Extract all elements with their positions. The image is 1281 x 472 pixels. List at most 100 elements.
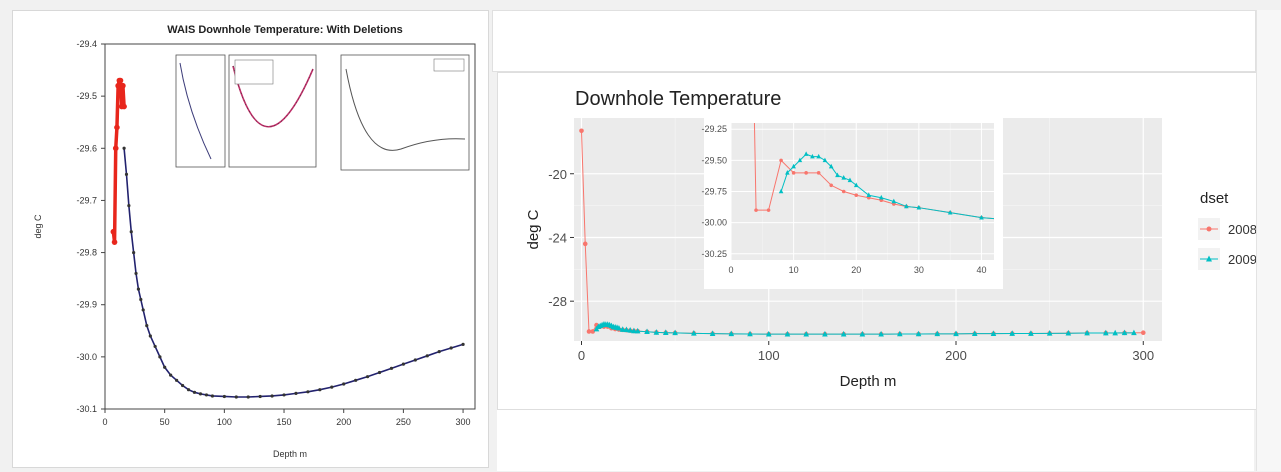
series-point-2009 (1112, 329, 1118, 336)
chart-title: Downhole Temperature (575, 88, 781, 110)
right-chart-panel: Downhole Temperature 0 100 200 300 -20 -24 -28 D… (497, 72, 1281, 410)
y-tick-label: -30.0 (76, 352, 97, 362)
inset-x-tick-label: 40 (976, 265, 986, 275)
x-tick-label: 100 (758, 348, 780, 363)
series-point-2009 (1009, 330, 1015, 336)
blank-panel-top (492, 10, 1256, 72)
series-point-2009 (953, 330, 959, 337)
series-point-2009 (747, 330, 753, 337)
series-point-2009 (859, 330, 866, 337)
model-point (192, 390, 197, 394)
model-point (389, 366, 394, 370)
legend-key-marker-2009 (1206, 255, 1212, 262)
y-tick-label: -28 (548, 294, 567, 309)
model-point (210, 394, 215, 398)
series-point-2009 (644, 328, 650, 335)
model-point (129, 230, 133, 234)
series-point-2009 (672, 329, 678, 336)
model-point (175, 378, 179, 382)
y-tick-label: -29.9 (76, 300, 97, 310)
inset-y-tick-label: -29.50 (701, 155, 727, 165)
series-point-2009 (765, 330, 772, 337)
inset-series-point-2008 (791, 171, 796, 175)
legend-label-2009: 2009 (1228, 252, 1257, 267)
page-edge-strip (1256, 10, 1281, 471)
inset-series-point-2009 (904, 203, 909, 209)
series-point-2009 (631, 327, 637, 334)
inset-series-point-2008 (754, 208, 758, 212)
model-point (377, 370, 382, 375)
model-point (425, 354, 429, 358)
x-tick-label: 200 (336, 417, 351, 427)
thumbnail-curve (232, 65, 314, 128)
inset-series-point-2009 (803, 151, 809, 156)
series-point-2009 (662, 329, 669, 336)
model-point (437, 350, 441, 354)
series-point-2009 (971, 330, 978, 336)
inset-series-point-2009 (835, 172, 840, 178)
deleted-point (121, 103, 127, 110)
inset-series-point-2008 (829, 183, 833, 188)
series-point-2009 (623, 326, 630, 333)
deleted-point (112, 145, 119, 152)
inset-series-point-2009 (866, 192, 872, 198)
series-point-2009 (822, 330, 828, 337)
inset-series-point-2008 (779, 158, 783, 163)
thumbnail-curve (345, 68, 466, 151)
inset-series-line-2009 (780, 153, 994, 220)
model-point (122, 146, 126, 150)
series-point-2009 (1065, 329, 1072, 336)
inset-series-point-2009 (979, 214, 984, 220)
inset-series-point-2009 (847, 177, 853, 183)
model-point (169, 373, 173, 377)
series-point-2009 (990, 330, 997, 336)
inset-series-point-2009 (841, 175, 847, 180)
legend-label-2008: 2008 (1228, 222, 1257, 237)
inset-thumbnail-3 (340, 54, 470, 171)
series-point-2009 (1046, 330, 1053, 336)
model-point (318, 388, 322, 392)
series-point-2008 (586, 329, 592, 334)
series-point-2009 (627, 327, 633, 333)
series-point-2009 (1103, 329, 1109, 336)
deleted-point (114, 124, 120, 131)
x-tick-label: 300 (1132, 348, 1154, 363)
inset-series-point-2009 (816, 153, 821, 159)
inset-series-point-2008 (766, 208, 771, 212)
series-point-2009 (616, 324, 622, 331)
deleted-point (110, 228, 117, 235)
y-tick-label: -29.7 (76, 195, 97, 205)
model-point (163, 365, 167, 369)
legend-title: dset (1200, 190, 1229, 207)
model-point (413, 358, 417, 362)
series-point-2008 (579, 128, 584, 134)
model-point (354, 378, 358, 382)
model-point (186, 388, 191, 392)
x-tick-label: 50 (160, 417, 170, 427)
inset-x-tick-label: 30 (914, 265, 924, 275)
series-point-2008 (1140, 330, 1146, 336)
series-point-2009 (728, 330, 735, 337)
left-chart-panel: WAIS Downhole Temperature: With Deletion… (12, 10, 489, 468)
x-axis-label: Depth m (273, 449, 307, 459)
x-tick-label: 0 (102, 417, 107, 427)
deleted-point (115, 82, 121, 89)
inset-series-point-2008 (804, 171, 808, 175)
inset-series-point-2008 (841, 189, 846, 194)
legend-key-marker-2008 (1206, 226, 1212, 232)
inset-x-tick-label: 10 (789, 265, 799, 275)
inset-y-tick-label: -29.25 (701, 124, 727, 134)
thumbnail-legend (234, 59, 274, 85)
inset-y-tick-label: -30.25 (701, 249, 727, 259)
model-point (198, 392, 203, 396)
series-point-2009 (878, 330, 884, 337)
y-tick-label: -29.4 (76, 39, 97, 49)
model-point (342, 382, 346, 386)
x-tick-label: 250 (396, 417, 411, 427)
inset-series-point-2009 (822, 157, 828, 163)
series-point-2009 (1121, 329, 1128, 336)
series-point-2009 (840, 330, 847, 337)
inset-thumbnail-1 (175, 54, 226, 168)
x-tick-label: 0 (578, 348, 585, 363)
deleted-point (111, 239, 118, 245)
